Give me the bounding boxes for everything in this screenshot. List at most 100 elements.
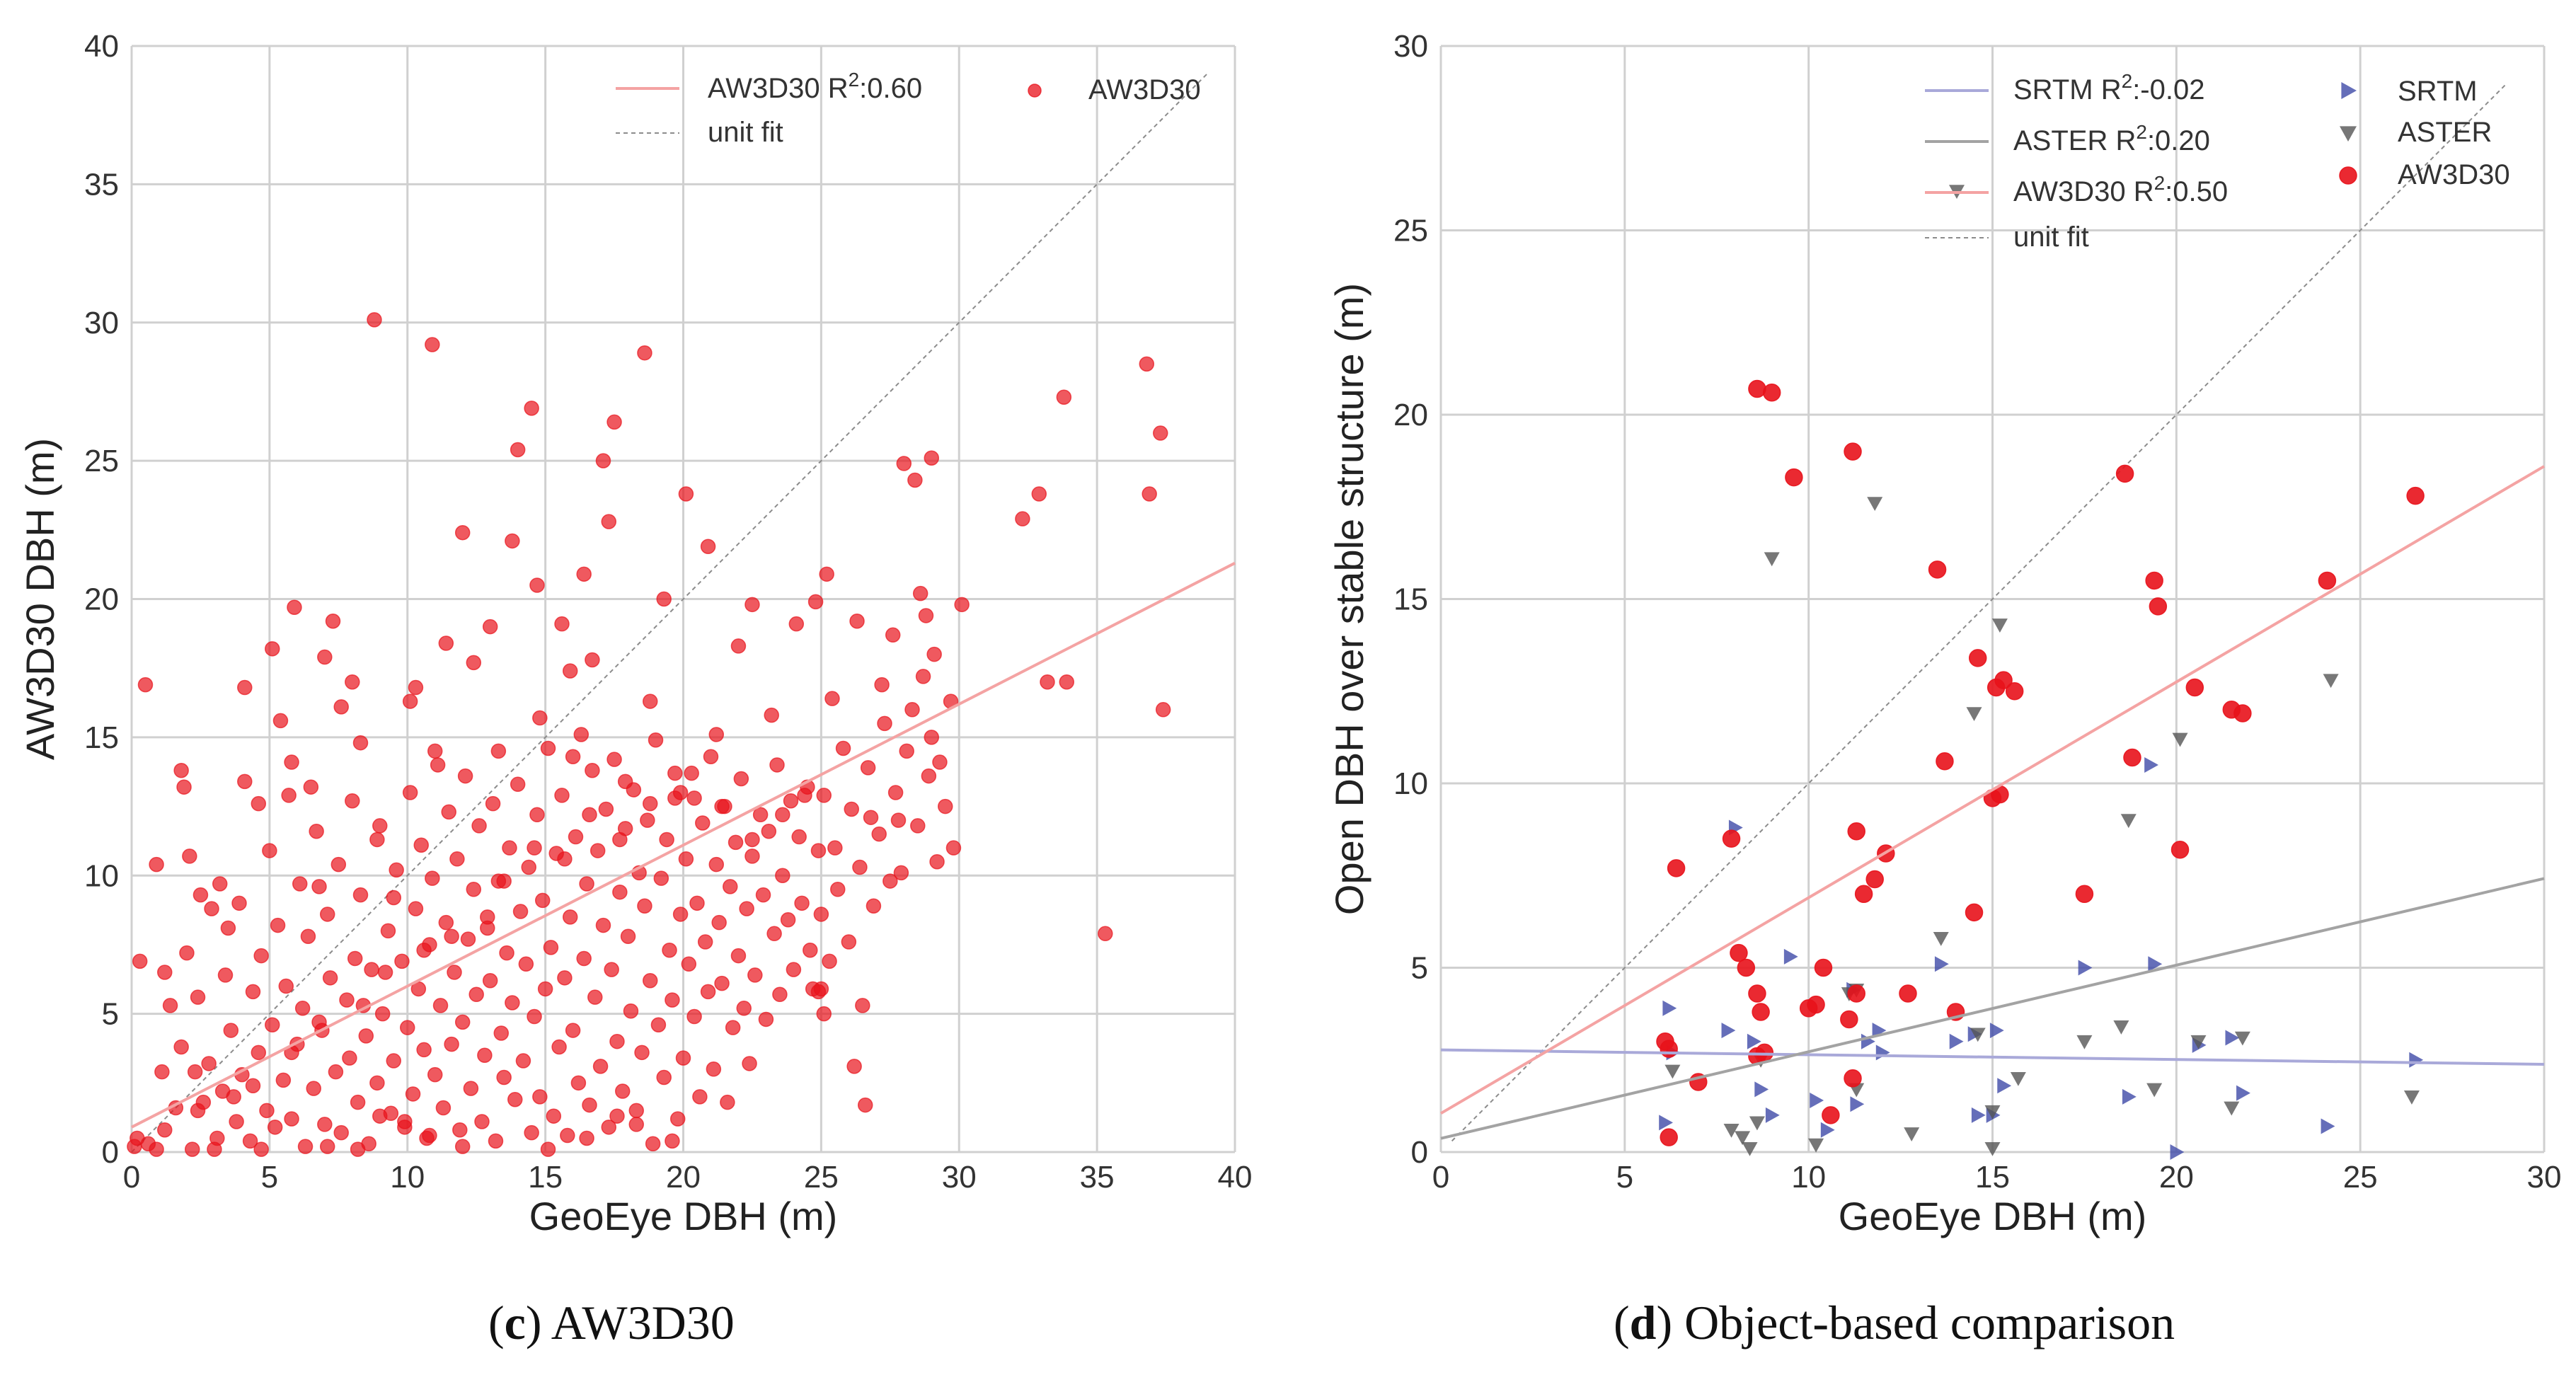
aw3d30-point (592, 1059, 609, 1074)
aw3d30-point (675, 1050, 691, 1066)
aw3d30-point (665, 1133, 680, 1149)
aw3d30-point (764, 707, 779, 723)
aw3d30-point (529, 577, 545, 593)
aw3d30-point (681, 956, 697, 972)
aw3d30-point (330, 856, 347, 873)
aw3d30-point (490, 743, 507, 759)
legend-srtm-label: SRTM (2398, 76, 2478, 107)
aw3d30-point (653, 870, 669, 886)
aw3d30-point (527, 840, 542, 856)
aw3d30-point (893, 865, 909, 881)
srtm-point (2321, 1118, 2335, 1134)
aw3d30-point (1660, 1040, 1678, 1058)
aw3d30-point (628, 1103, 644, 1119)
aw3d30-point (1660, 1128, 1678, 1146)
aw3d30-point (672, 907, 689, 922)
aw3d30-point (2123, 748, 2141, 767)
aw3d30-point (432, 998, 449, 1013)
aw3d30-point (2115, 464, 2134, 483)
aw3d30-point (524, 401, 539, 416)
aw3d30-point (510, 442, 526, 458)
aw3d30-point (689, 895, 705, 911)
aster-point (1808, 1138, 1824, 1153)
legend-aw3d30-swatch (2339, 166, 2357, 185)
aw3d30-point (416, 943, 432, 958)
srtm-point (1754, 1081, 1769, 1098)
aw3d30-point (697, 934, 713, 950)
aw3d30-point (212, 876, 228, 892)
unit-fit-line (131, 73, 1208, 1153)
aw3d30-point (1098, 926, 1113, 942)
aw3d30-point (1840, 1010, 1858, 1029)
aw3d30-point (265, 1017, 280, 1033)
aw3d30-point (758, 1011, 774, 1028)
aw3d30-point (551, 1039, 567, 1055)
aw3d30-point (945, 840, 962, 856)
aw3d30-point (849, 614, 865, 629)
aw3d30-point (322, 970, 338, 986)
aw3d30-point (2005, 682, 2024, 701)
panel-c-chart: 0 5 10 15 20 25 30 35 40 0 5 10 15 20 25 30 35 40 GeoEye D… (18, 29, 1252, 1238)
aw3d30-point (728, 834, 744, 851)
aw3d30-point (204, 901, 219, 916)
aw3d30-point (794, 895, 810, 911)
aw3d30-point (449, 851, 465, 867)
srtm-point (1747, 1033, 1761, 1049)
aw3d30-point (642, 795, 658, 812)
aw3d30-point (493, 1025, 510, 1041)
aw3d30-point (573, 727, 590, 742)
aw3d30-point (369, 831, 385, 848)
aw3d30-point (725, 1020, 741, 1035)
aw3d30-point (706, 1061, 722, 1077)
legend-aster-fit-label: ASTER R2:0.20 (2013, 121, 2210, 156)
aw3d30-point (700, 984, 716, 1000)
aw3d30-point (162, 998, 178, 1013)
aw3d30-point (537, 981, 553, 997)
aw3d30-point (921, 768, 937, 784)
aw3d30-point (422, 1127, 437, 1144)
x-tick-label: 10 (1791, 1160, 1826, 1195)
aster-point (1984, 1141, 2001, 1156)
aw3d30-point (628, 1117, 644, 1132)
aw3d30-point (405, 1086, 421, 1102)
aw3d30-point (852, 859, 868, 875)
aster-point (2190, 1035, 2207, 1049)
aw3d30-point (656, 1069, 672, 1086)
aster-point (2172, 732, 2188, 747)
aw3d30-point (275, 1072, 292, 1088)
aw3d30-point (744, 831, 760, 848)
aw3d30-point (2406, 486, 2425, 505)
aster-point (2323, 674, 2339, 689)
srtm-point (2236, 1085, 2250, 1101)
aw3d30-point (816, 1006, 832, 1022)
aw3d30-point (562, 663, 578, 679)
aw3d30-point (372, 818, 388, 834)
aw3d30-point (645, 1136, 661, 1152)
aw3d30-point (173, 763, 189, 778)
aw3d30-point (397, 1114, 413, 1129)
legend-aw3d30-swatch (1028, 84, 1042, 98)
aw3d30-point (744, 848, 760, 864)
x-tick-label: 25 (804, 1160, 839, 1195)
aster-point (1735, 1131, 1751, 1146)
aster-point (2403, 1090, 2420, 1105)
srtm-point (2144, 756, 2158, 773)
aw3d30-point (554, 788, 570, 803)
aw3d30-point (606, 414, 622, 430)
aw3d30-point (1865, 870, 1884, 889)
aw3d30-point (803, 943, 818, 958)
aw3d30-point (775, 868, 790, 883)
aw3d30-point (425, 337, 440, 352)
aw3d30-point (816, 788, 832, 803)
aw3d30-point (352, 887, 369, 903)
aw3d30-point (678, 486, 694, 502)
aw3d30-point (507, 1092, 523, 1107)
aw3d30-point (918, 608, 934, 623)
aw3d30-point (1153, 425, 1168, 441)
aw3d30-point (733, 771, 749, 787)
x-tick-label: 10 (390, 1160, 425, 1195)
aw3d30-point (207, 1141, 222, 1157)
legend-srtm-swatch (2341, 82, 2357, 99)
legend-srtm-fit-label: SRTM R2:-0.02 (2013, 70, 2204, 105)
aw3d30-point (1899, 984, 1917, 1003)
